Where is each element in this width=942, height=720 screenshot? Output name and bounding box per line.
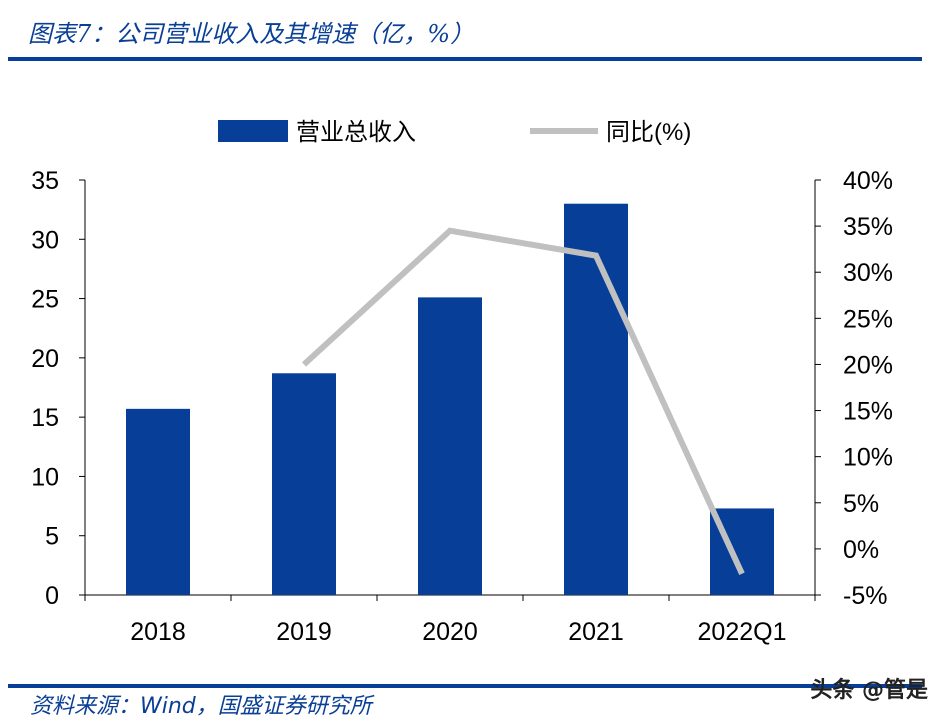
right-tick-label: 35% <box>843 213 893 241</box>
x-tick-label: 2022Q1 <box>698 618 787 646</box>
right-tick-label: -5% <box>843 582 887 610</box>
source-note: 资料来源：Wind，国盛证券研究所 <box>30 688 372 720</box>
right-tick-label: 5% <box>843 490 879 518</box>
bar-2018 <box>126 409 190 595</box>
left-tick-label: 25 <box>31 286 59 314</box>
right-tick-label: 25% <box>843 305 893 333</box>
bar-2020 <box>418 297 482 595</box>
bar-2019 <box>272 373 336 595</box>
x-tick-label: 2018 <box>130 618 186 646</box>
legend-swatch-bar <box>218 120 288 142</box>
left-tick-label: 15 <box>31 404 59 432</box>
right-tick-label: 30% <box>843 259 893 287</box>
growth-line <box>304 231 742 574</box>
left-tick-label: 35 <box>31 167 59 195</box>
left-tick-label: 5 <box>45 523 59 551</box>
x-tick-label: 2021 <box>568 618 624 646</box>
right-tick-label: 40% <box>843 167 893 195</box>
left-tick-label: 20 <box>31 345 59 373</box>
right-tick-label: 10% <box>843 444 893 472</box>
right-tick-label: 15% <box>843 398 893 426</box>
right-tick-label: 0% <box>843 536 879 564</box>
x-tick-label: 2020 <box>422 618 478 646</box>
legend-label-line: 同比(%) <box>606 119 691 146</box>
right-tick-label: 20% <box>843 351 893 379</box>
x-tick-label: 2019 <box>276 618 332 646</box>
watermark: 头条 @管是 <box>810 672 928 704</box>
legend-label-bar: 营业总收入 <box>296 119 416 146</box>
left-tick-label: 10 <box>31 463 59 491</box>
left-tick-label: 30 <box>31 226 59 254</box>
left-tick-label: 0 <box>45 582 59 610</box>
